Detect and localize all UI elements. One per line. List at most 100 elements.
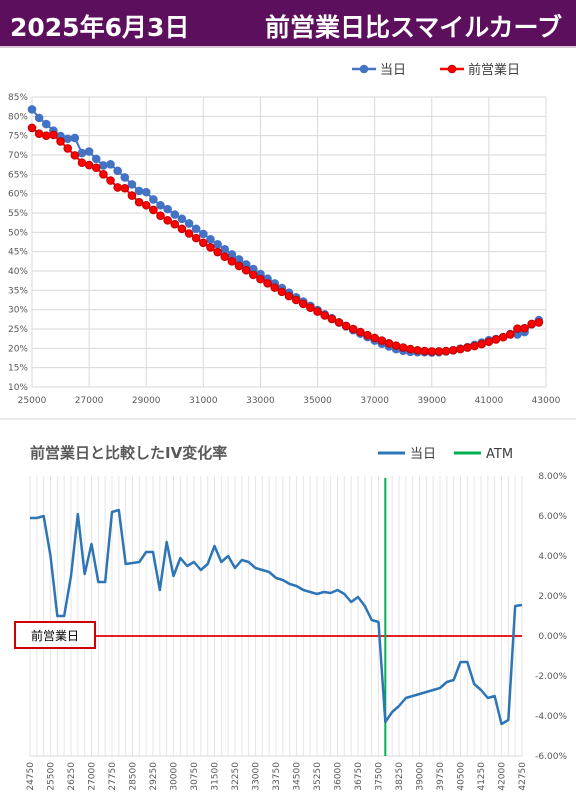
data-point: [270, 283, 280, 292]
x-tick-label: 27750: [108, 762, 118, 791]
data-point: [163, 216, 172, 225]
data-point: [149, 205, 158, 215]
y-tick-label: -2.00%: [535, 672, 567, 682]
y-tick-label: 65%: [8, 170, 28, 180]
data-point: [77, 148, 87, 158]
chart-background: [0, 52, 576, 420]
x-tick-label: 39750: [436, 762, 446, 791]
y-tick-label: 55%: [8, 209, 28, 219]
header-banner: 2025年6月3日 前営業日比スマイルカーブ: [0, 0, 576, 48]
data-point: [91, 163, 101, 173]
y-tick-label: 20%: [8, 344, 28, 354]
x-tick-label: 38250: [395, 762, 405, 791]
data-point: [77, 158, 87, 168]
y-tick-label: -4.00%: [535, 712, 567, 722]
data-point: [120, 183, 130, 193]
x-tick-label: 42750: [518, 762, 528, 791]
data-point: [99, 170, 108, 179]
data-point: [63, 144, 72, 153]
data-point: [427, 347, 437, 356]
data-point: [463, 343, 472, 352]
data-point: [63, 134, 72, 144]
x-tick-label: 29250: [149, 762, 159, 791]
reference-label: 前営業日: [31, 628, 79, 643]
data-point: [391, 341, 401, 350]
data-point: [84, 147, 94, 156]
data-point: [370, 333, 379, 343]
data-point: [306, 303, 315, 313]
y-tick-label: 50%: [8, 228, 28, 238]
data-point: [113, 166, 122, 176]
x-tick-label: 40500: [457, 762, 467, 791]
data-point: [206, 243, 215, 252]
legend-swatch-marker: [447, 64, 457, 74]
y-tick-label: 60%: [8, 190, 28, 200]
data-point: [491, 335, 501, 344]
data-point: [377, 336, 387, 345]
x-tick-label: 35250: [313, 762, 323, 791]
chart-background: [0, 420, 576, 802]
data-point: [513, 324, 522, 333]
data-point: [177, 214, 187, 224]
legend-label: 当日: [410, 447, 436, 462]
data-point: [448, 345, 458, 355]
x-tick-label: 36000: [334, 762, 344, 791]
data-point: [398, 343, 408, 352]
data-point: [284, 291, 294, 301]
y-tick-label: 4.00%: [538, 552, 567, 562]
y-tick-label: -6.00%: [535, 752, 567, 762]
x-tick-label: 27000: [75, 396, 104, 406]
chart-title: 前営業日と比較したIV変化率: [30, 444, 227, 462]
data-point: [84, 160, 94, 170]
x-tick-label: 31000: [189, 396, 218, 406]
y-tick-label: 15%: [8, 364, 28, 374]
data-point: [227, 257, 237, 266]
data-point: [363, 330, 372, 340]
data-point: [506, 330, 515, 339]
data-point: [327, 314, 337, 324]
data-point: [413, 345, 422, 355]
data-point: [213, 247, 222, 257]
data-point: [334, 318, 344, 327]
date-label: 2025年6月3日: [10, 13, 190, 42]
data-point: [249, 270, 258, 280]
y-tick-label: 2.00%: [538, 592, 567, 602]
data-point: [106, 176, 115, 185]
y-tick-label: 25%: [8, 325, 28, 335]
data-point: [70, 151, 80, 160]
data-point: [41, 131, 51, 140]
x-tick-label: 33000: [246, 396, 275, 406]
y-tick-label: 8.00%: [538, 472, 567, 482]
data-point: [534, 318, 544, 327]
x-tick-label: 25000: [18, 396, 47, 406]
data-point: [184, 229, 194, 238]
y-tick-label: 35%: [8, 286, 28, 296]
data-point: [141, 200, 151, 210]
data-point: [470, 341, 479, 351]
data-point: [49, 130, 58, 140]
y-tick-label: 80%: [8, 112, 28, 122]
data-point: [27, 123, 37, 133]
data-point: [406, 344, 415, 354]
data-point: [113, 183, 122, 192]
data-point: [291, 295, 301, 305]
data-point: [170, 219, 180, 229]
data-point: [220, 245, 230, 254]
x-tick-label: 43000: [532, 396, 561, 406]
data-point: [527, 319, 537, 329]
data-point: [177, 224, 187, 234]
data-point: [156, 211, 165, 221]
x-tick-label: 26250: [67, 762, 77, 791]
data-point: [384, 339, 394, 348]
data-point: [241, 265, 251, 275]
data-point: [320, 311, 329, 320]
data-point: [134, 186, 144, 196]
data-point: [298, 299, 308, 309]
data-point: [99, 161, 108, 170]
data-point: [234, 261, 244, 271]
x-tick-label: 41000: [475, 396, 504, 406]
x-tick-label: 30750: [190, 762, 200, 791]
data-point: [256, 274, 265, 284]
y-tick-label: 30%: [8, 306, 28, 316]
x-tick-label: 33000: [252, 762, 262, 791]
